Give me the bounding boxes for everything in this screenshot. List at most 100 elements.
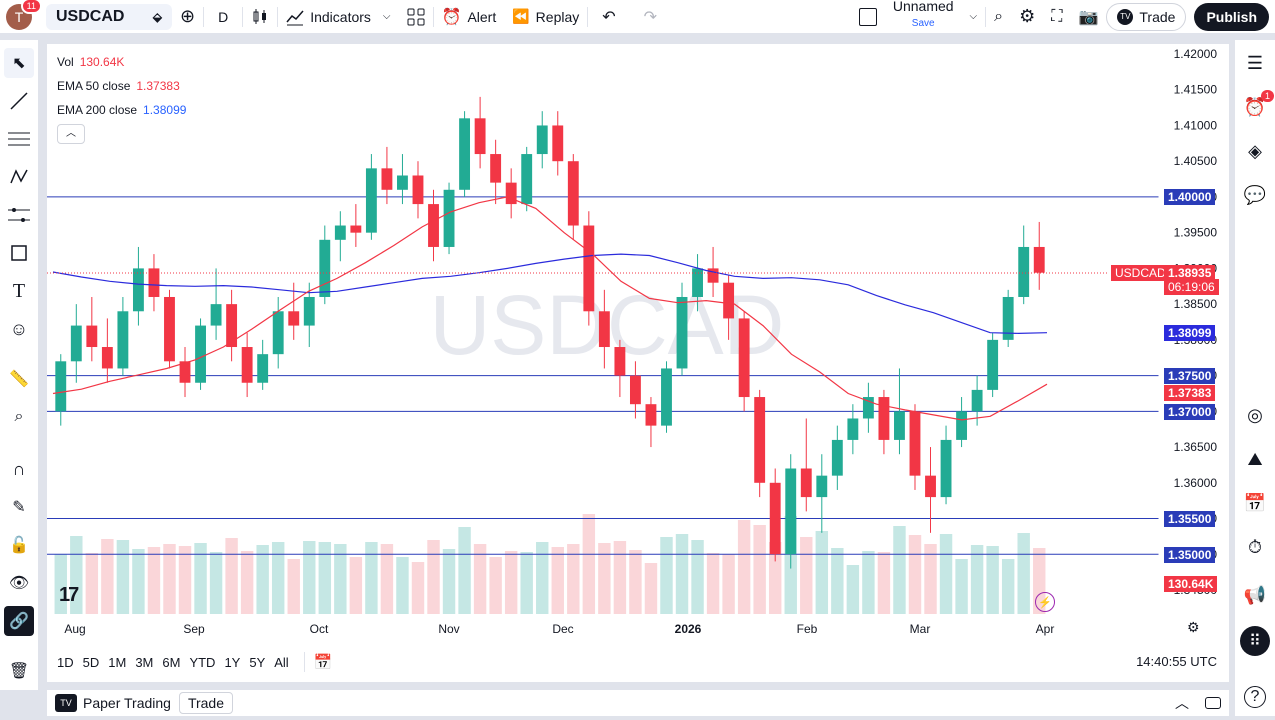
range-6m[interactable]: 6M: [162, 654, 181, 670]
legend-ema50[interactable]: EMA 50 close 1.37383: [57, 79, 180, 93]
snapshot-button[interactable]: 📷: [1070, 0, 1106, 34]
maximize-panel-button[interactable]: [1197, 686, 1229, 720]
fib-tool[interactable]: [4, 124, 34, 154]
magnet-tool[interactable]: ∩: [4, 454, 34, 484]
pine-button[interactable]: ⏱: [1240, 532, 1270, 562]
utc-clock[interactable]: 14:40:55 UTC: [1136, 654, 1217, 669]
trendline-tool[interactable]: [4, 86, 34, 116]
volume-label: 130.64K: [1164, 576, 1218, 592]
lock-tool[interactable]: 🔓: [4, 530, 34, 560]
volume-bar: [753, 525, 766, 614]
range-ytd[interactable]: YTD: [189, 654, 216, 670]
hline-label-1.37000[interactable]: 1.37000: [1164, 404, 1216, 420]
shapes-tool[interactable]: [4, 238, 34, 268]
chats-button[interactable]: 💬: [1240, 180, 1270, 210]
range-1d[interactable]: 1D: [57, 654, 74, 670]
expand-panel-button[interactable]: ︿: [1167, 686, 1197, 720]
layout-name[interactable]: Unnamed Save: [892, 0, 954, 29]
hotlists-button[interactable]: ◎: [1240, 400, 1270, 430]
sync-tool[interactable]: 🔗: [4, 606, 34, 636]
draw-mode-tool[interactable]: ✎: [4, 492, 34, 522]
chart-panel[interactable]: USDCAD 1.42000 1.41500 1.41000 1.40500 1.400…: [47, 44, 1229, 682]
paper-trading-tab[interactable]: TV Paper Trading: [47, 686, 179, 720]
redo-button[interactable]: ↷: [630, 0, 671, 34]
candle-body: [769, 482, 781, 555]
range-1y[interactable]: 1Y: [224, 654, 241, 670]
layouts-button[interactable]: [399, 0, 433, 34]
calendar-button[interactable]: 📅: [1240, 488, 1270, 518]
hline-label-1.35000[interactable]: 1.35000: [1164, 547, 1216, 563]
apps-button[interactable]: ⠿: [1240, 626, 1270, 656]
bottom-trade-button[interactable]: Trade: [178, 692, 234, 714]
candle-body: [459, 118, 471, 190]
time-axis[interactable]: Aug Sep Oct Nov Dec 2026 Feb Mar Apr: [64, 622, 1054, 636]
undo-button[interactable]: ↶: [588, 0, 629, 34]
range-all[interactable]: All: [274, 654, 289, 670]
symbol-search[interactable]: USDCAD ⬙: [46, 3, 172, 30]
help-button[interactable]: ?: [1240, 682, 1270, 712]
volume-bar: [862, 551, 875, 614]
indicators-button[interactable]: Indicators ⌵: [278, 0, 398, 34]
ideas-button[interactable]: ⛰: [1240, 444, 1270, 474]
candle-body: [940, 439, 952, 498]
price-chart[interactable]: USDCAD 1.42000 1.41500 1.41000 1.40500 1.400…: [47, 44, 1229, 644]
volume-bar: [629, 550, 642, 614]
tradingview-logo[interactable]: 17: [59, 584, 79, 606]
alert-button[interactable]: ⏰ Alert: [441, 8, 497, 26]
legend-collapse-button[interactable]: ︿: [57, 124, 85, 144]
lightning-icon[interactable]: ⚡: [1035, 592, 1055, 612]
hline-label-1.35500[interactable]: 1.35500: [1164, 511, 1216, 527]
candle-body: [148, 268, 160, 297]
range-5y[interactable]: 5Y: [249, 654, 266, 670]
icon-tool[interactable]: ☺: [4, 314, 34, 344]
layout-menu-button[interactable]: ⌵: [962, 0, 986, 34]
volume-bar: [675, 534, 689, 614]
candle-body: [862, 397, 874, 419]
chart-type-button[interactable]: [243, 0, 277, 34]
layout-checkbox[interactable]: [851, 0, 885, 34]
text-tool[interactable]: T: [4, 276, 34, 306]
range-3m[interactable]: 3M: [135, 654, 154, 670]
legend-vol[interactable]: Vol 130.64K: [57, 55, 125, 69]
alerts-button[interactable]: ⏰ 1: [1240, 90, 1274, 122]
legend-ema200[interactable]: EMA 200 close 1.38099: [57, 103, 187, 117]
settings-button[interactable]: ⚙: [1011, 0, 1043, 34]
user-avatar[interactable]: T 11: [6, 0, 42, 30]
quick-search-button[interactable]: ⌕: [986, 0, 1011, 34]
apps-grid-icon: ⠿: [1249, 633, 1261, 650]
volume-bar: [271, 542, 285, 614]
axis-settings-button[interactable]: ⚙: [1187, 619, 1200, 636]
compare-button[interactable]: ⊕: [172, 0, 203, 34]
volume-bar: [147, 547, 161, 614]
volume-bar: [458, 527, 471, 614]
broadcast-button[interactable]: 📢: [1240, 580, 1270, 610]
hline-label-1.40000[interactable]: 1.40000: [1164, 189, 1216, 205]
tradingview-logo-icon: TV: [55, 694, 77, 712]
hide-tool[interactable]: 👁: [4, 568, 34, 598]
price-tick: 1.41500: [1174, 83, 1218, 97]
forecast-tool[interactable]: [4, 200, 34, 230]
publish-button[interactable]: Publish: [1194, 2, 1269, 31]
time-tick: Mar: [910, 622, 931, 636]
range-5d[interactable]: 5D: [82, 654, 100, 670]
goto-date-button[interactable]: 📅: [314, 653, 333, 671]
pattern-tool[interactable]: [4, 162, 34, 192]
candle-body: [567, 161, 579, 226]
fullscreen-button[interactable]: ⛶: [1043, 0, 1070, 34]
interval-button[interactable]: D: [218, 8, 229, 25]
watchlist-button[interactable]: ☰: [1240, 48, 1270, 78]
data-window-button[interactable]: ◈: [1240, 136, 1270, 166]
candle-body: [505, 182, 517, 205]
cursor-tool[interactable]: ⬉: [4, 48, 34, 78]
range-1m[interactable]: 1M: [108, 654, 127, 670]
chevron-down-icon[interactable]: ⌵: [382, 11, 391, 22]
measure-tool[interactable]: 📏: [4, 364, 34, 394]
replay-button[interactable]: ⏪ Replay: [512, 8, 580, 25]
remove-tool[interactable]: 🗑: [4, 656, 34, 686]
bottom-panel-bar: TV Paper Trading Trade ︿: [47, 690, 1229, 716]
candle-body: [754, 397, 766, 483]
zoom-tool[interactable]: ⌕: [4, 402, 34, 432]
trade-button[interactable]: TV Trade: [1106, 2, 1187, 31]
gear-icon: ⚙: [1019, 6, 1036, 26]
hline-label-1.37500[interactable]: 1.37500: [1164, 368, 1216, 384]
